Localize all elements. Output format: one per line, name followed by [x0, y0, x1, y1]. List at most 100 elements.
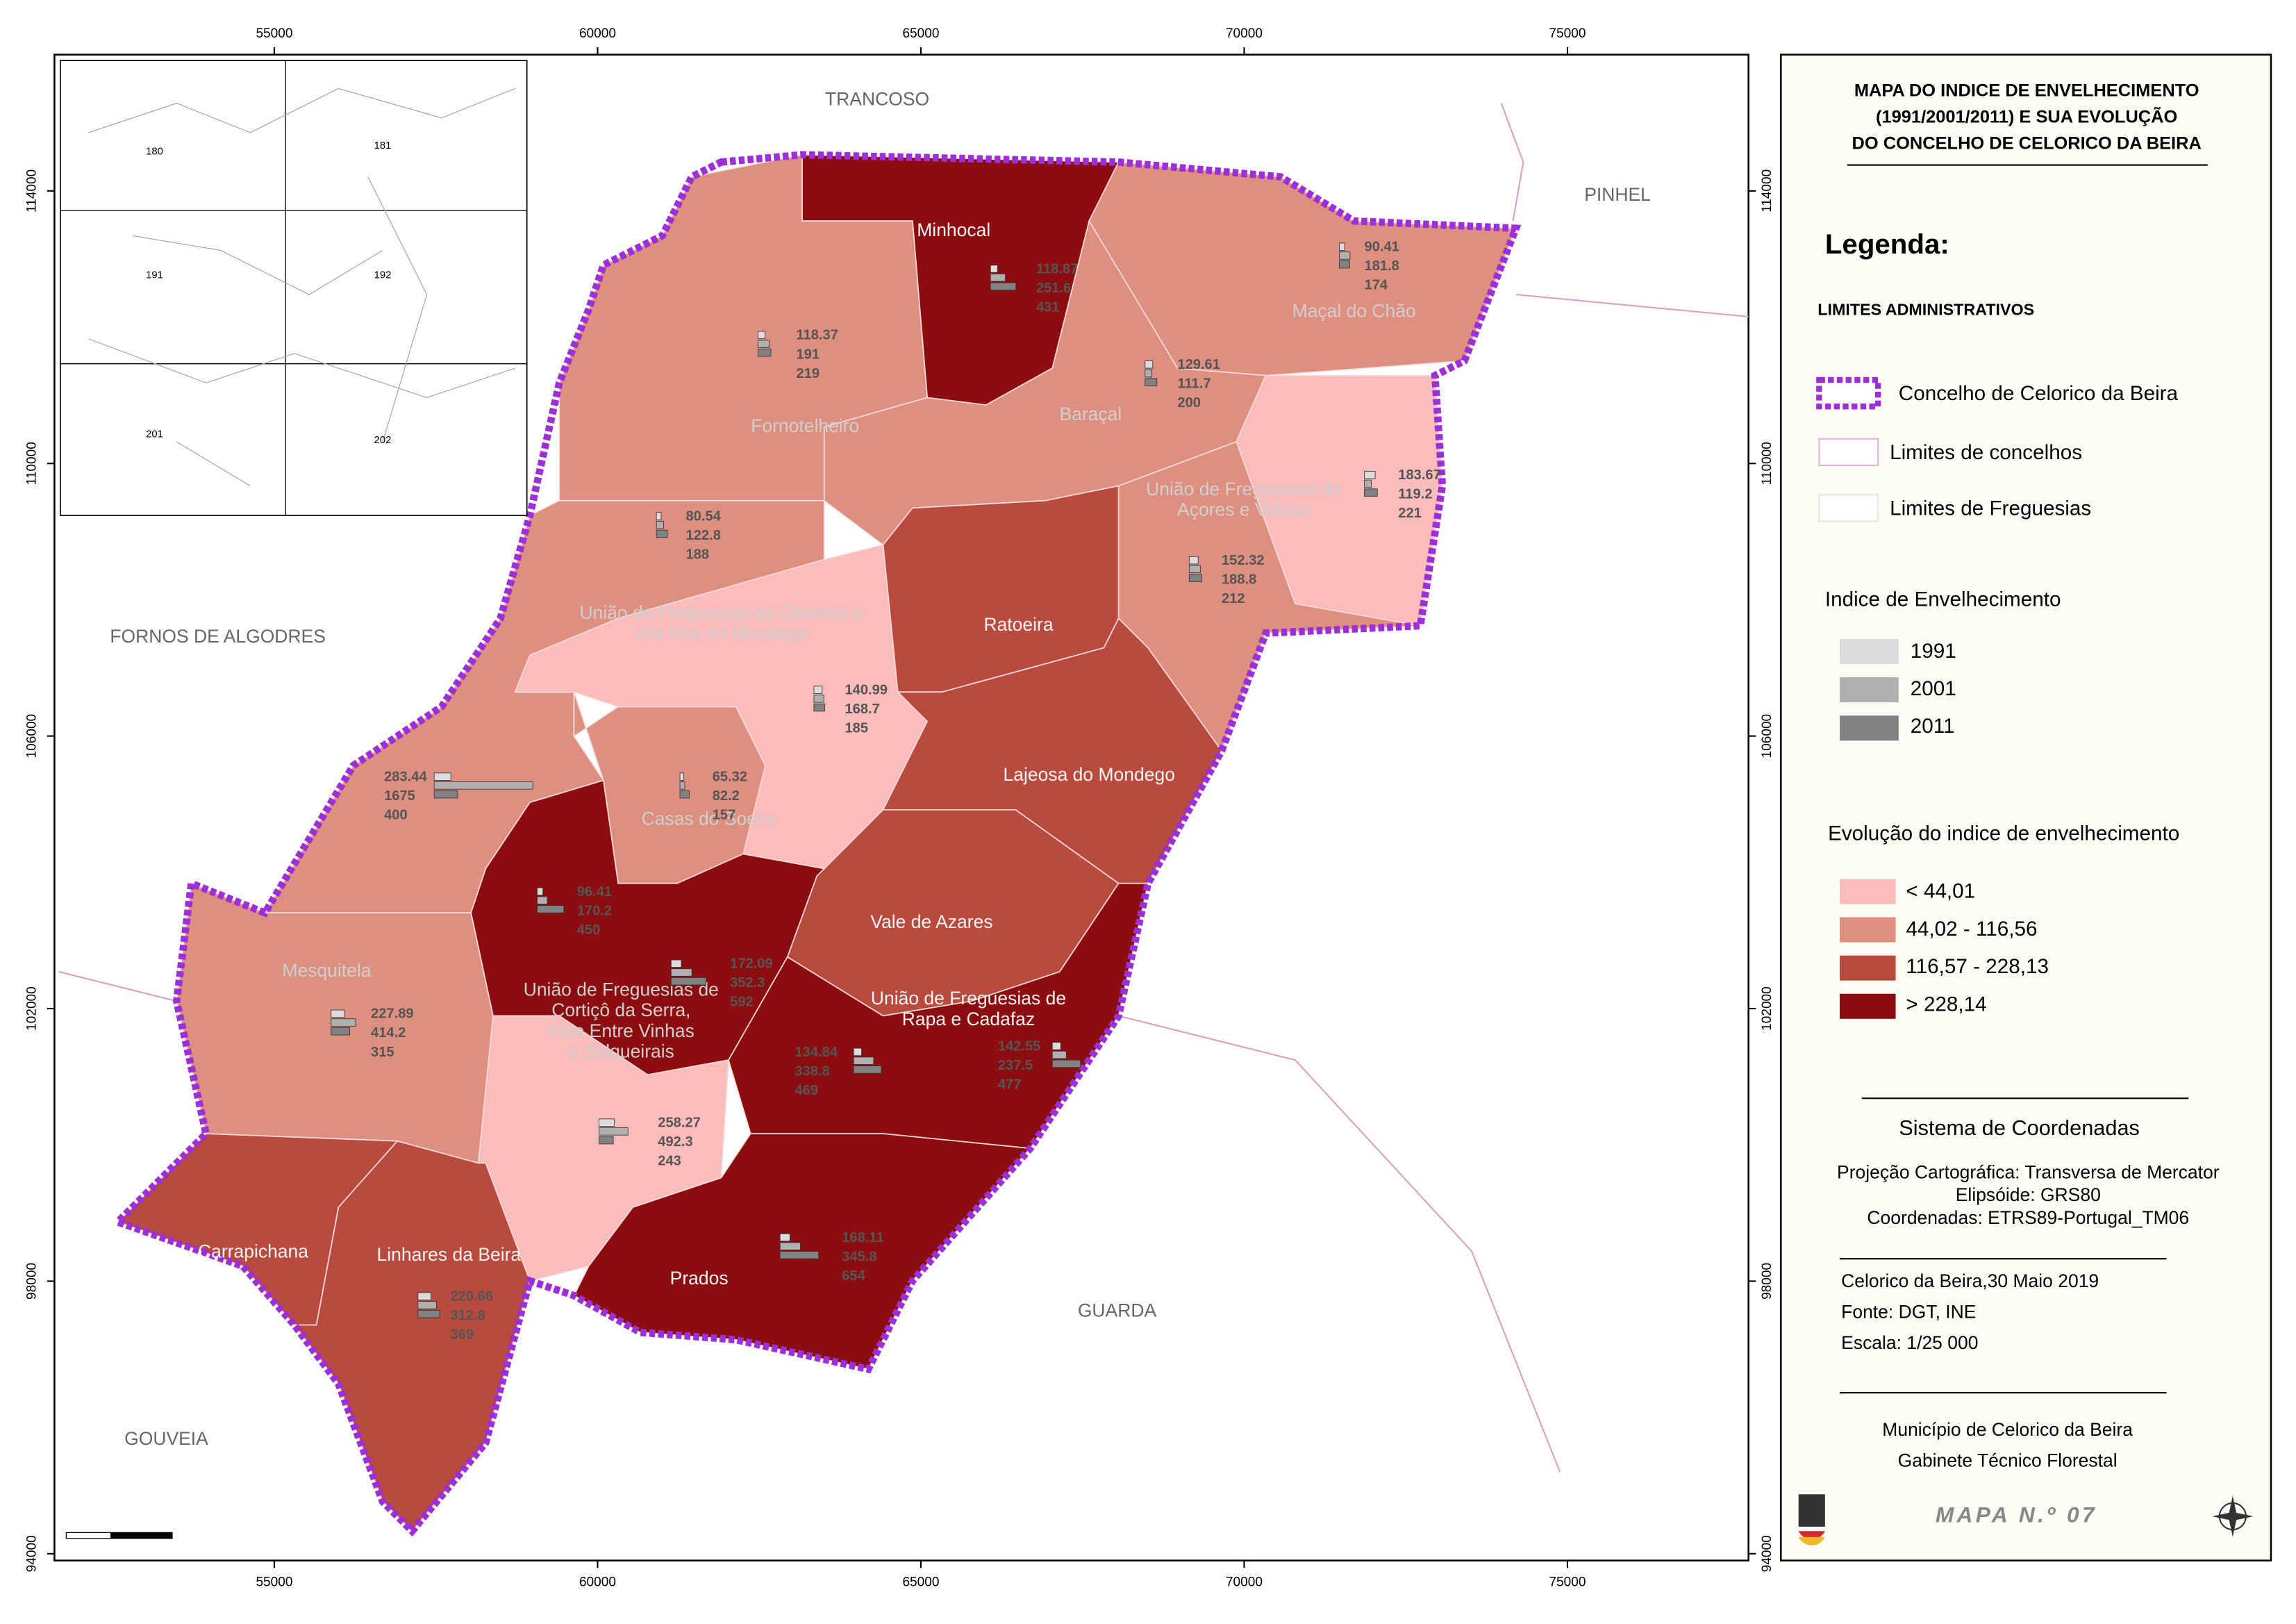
freguesia-label: Baraçal	[1059, 404, 1122, 424]
logo-shape	[1798, 1536, 1825, 1546]
bar	[853, 1066, 882, 1074]
logo-tower	[1798, 1494, 1825, 1527]
bar-value: 82.2	[713, 788, 740, 804]
bar-group: 118.37 191 219	[757, 328, 838, 381]
legend-label: 1991	[1911, 640, 1956, 663]
y-tick-label: 102000	[1760, 986, 1774, 1031]
bar	[433, 772, 451, 781]
legend-label: 44,02 - 116,56	[1906, 918, 2037, 941]
bar-value: 181.8	[1365, 258, 1399, 274]
bar	[990, 273, 1006, 282]
bar-value: 431	[1036, 299, 1060, 315]
bar-value: 119.2	[1398, 487, 1432, 502]
freguesia-label: Fornotelheiro	[751, 415, 859, 436]
bar-group: 129.61 111.7 200	[1145, 357, 1220, 411]
freguesia-label: Lajeosa do Mondego	[1004, 764, 1175, 785]
bar	[679, 772, 685, 781]
bar	[656, 521, 665, 529]
bar-value: 251.6	[1036, 281, 1071, 296]
x-tick-label: 65000	[902, 26, 939, 41]
bar-value: 400	[384, 808, 408, 823]
bar-value: 157	[713, 808, 736, 823]
x-tick-label: 70000	[1226, 26, 1263, 41]
legend-label: 2001	[1911, 677, 1956, 700]
bar	[670, 959, 682, 968]
coordinates-line: Projeção Cartográfica: Transversa de Mer…	[1837, 1161, 2220, 1182]
neighbor-label: GOUVEIA	[124, 1428, 208, 1449]
legend-label: Limites de concelhos	[1890, 441, 2082, 464]
bar-group: 80.54 122.8 188	[656, 508, 722, 563]
bar-value: 142.55	[998, 1038, 1041, 1054]
inset-label: 192	[374, 270, 392, 281]
bar	[1051, 1059, 1081, 1068]
y-tick-label: 110000	[25, 442, 40, 485]
bar-value: 183.67	[1398, 467, 1441, 483]
legend: MAPA DO INDICE DE ENVELHECIMENTO (1991/20…	[1816, 81, 2220, 1527]
bar	[853, 1057, 874, 1065]
freguesia-label: Maçal do Chão	[1292, 301, 1416, 322]
bar	[331, 1009, 345, 1018]
bar-group: 172.09 352.3 592	[670, 956, 773, 1010]
freguesia-label: Cortiçô da Serra,	[551, 1000, 690, 1020]
legend-subheading: LIMITES ADMINISTRATIVOS	[1817, 301, 2034, 319]
bar-value: 227.89	[371, 1006, 414, 1022]
bar-group: 140.99 168.7 185	[813, 682, 888, 736]
bar	[1364, 488, 1378, 497]
freguesia-label: União de Freguesias de	[871, 988, 1066, 1009]
inset-frame	[60, 60, 528, 516]
y-tick-label: 110000	[1760, 442, 1774, 485]
bar	[1364, 470, 1376, 479]
bar-value: 80.54	[686, 508, 722, 524]
bar	[331, 1027, 350, 1036]
y-tick-label: 94000	[1760, 1535, 1774, 1572]
bar	[679, 790, 690, 799]
bar-value: 168.7	[845, 702, 879, 717]
legend-label: Concelho de Celorico da Beira	[1899, 382, 2179, 405]
meta-line: Escala: 1/25 000	[1841, 1332, 1978, 1353]
bar-value: 450	[577, 922, 601, 938]
bar-group: 142.55 237.5 477	[998, 1038, 1081, 1092]
bar	[656, 529, 668, 538]
bar	[670, 968, 692, 977]
boundary-line	[1515, 294, 1749, 317]
inset-label: 201	[146, 429, 163, 440]
freguesia-label: Ratoeira	[983, 614, 1053, 635]
bar-value: 345.8	[842, 1249, 876, 1264]
bar-value: 338.8	[795, 1063, 829, 1079]
bar-group: 96.41 170.2 450	[537, 884, 612, 938]
bar-value: 237.5	[998, 1058, 1033, 1073]
bar	[537, 905, 565, 913]
bar-value: 492.3	[658, 1134, 692, 1150]
freguesia-label: Vale de Azares	[870, 911, 992, 932]
inset-label: 191	[146, 270, 163, 281]
bar-value: 369	[450, 1327, 474, 1343]
inset-label: 180	[146, 146, 163, 157]
bar-group: 152.32 188.8 212	[1188, 553, 1265, 606]
x-tick-label: 75000	[1549, 26, 1586, 41]
bar	[853, 1047, 863, 1057]
y-tick-label: 102000	[25, 986, 40, 1031]
bar-value: 283.44	[384, 770, 427, 785]
freguesia-label: União de Freguesias de	[1146, 479, 1341, 499]
bar-value: 118.87	[1036, 261, 1078, 276]
legend-swatch	[1840, 677, 1899, 703]
legend-label: Limites de Freguesias	[1890, 497, 2091, 520]
compass-needle	[2212, 1495, 2254, 1537]
legend-label: 2011	[1911, 715, 1955, 738]
bar-value: 592	[730, 995, 754, 1010]
bar-value: 243	[658, 1154, 681, 1169]
map-title: DO CONCELHO DE CELORICO DA BEIRA	[1852, 134, 2202, 154]
bar-value: 258.27	[658, 1116, 701, 1131]
y-tick-label: 114000	[25, 169, 40, 213]
freguesia-label: Açores e Velosa	[1177, 499, 1311, 520]
legend-label: < 44,01	[1906, 879, 1975, 902]
bar	[1339, 242, 1345, 251]
bar-group: 134.84 338.8 469	[795, 1045, 882, 1098]
bar-group: 183.67 119.2 221	[1364, 467, 1441, 521]
bar-value: 90.41	[1365, 240, 1399, 255]
freguesia-label: Rapa e Cadafaz	[902, 1009, 1035, 1029]
bar	[656, 512, 662, 520]
bar-value: 134.84	[795, 1045, 838, 1060]
bar	[990, 282, 1017, 291]
map-title: (1991/2001/2011) E SUA EVOLUÇÃO	[1876, 106, 2177, 127]
